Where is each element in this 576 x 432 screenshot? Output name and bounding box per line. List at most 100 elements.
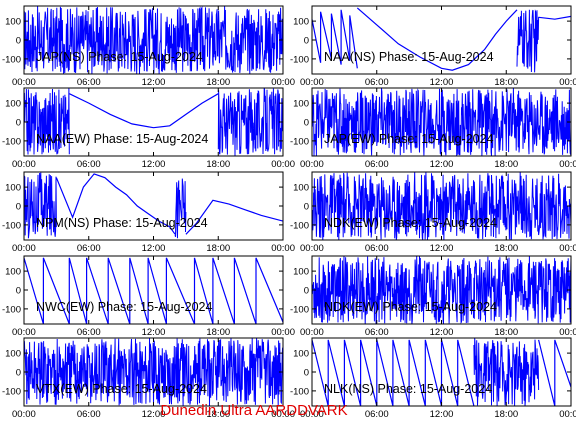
x-tick-label: 00:00 (300, 243, 324, 254)
x-tick-label: 00:00 (12, 159, 36, 170)
footer-text: Dunedin Ultra AARDDVARK (160, 402, 348, 419)
x-tick-label: 18:00 (494, 77, 518, 88)
chart-title: JAP(EW) Phase: 15-Aug-2024 (324, 132, 494, 146)
series-7-1 (24, 257, 283, 324)
y-tick-label: 100 (293, 17, 309, 28)
chart-panel-7: 100 0 -100 00:00 06:00 12:00 18:00 00:00 NWC(EW)… (2, 255, 295, 338)
y-tick-label: 0 (16, 36, 21, 47)
series-2-1 (312, 9, 358, 69)
series-8-1 (312, 256, 571, 324)
series-5-1 (24, 172, 57, 239)
x-tick-label: 12:00 (430, 77, 454, 88)
series-10-3 (538, 339, 571, 406)
y-tick-label: 100 (5, 183, 21, 194)
x-tick-label: 00:00 (559, 327, 576, 338)
chart-panel-8: 100 0 -100 00:00 06:00 12:00 18:00 00:00 NDK(EW)… (290, 255, 576, 338)
y-tick-label: -100 (290, 136, 309, 147)
x-tick-label: 00:00 (12, 243, 36, 254)
x-tick-label: 12:00 (142, 159, 166, 170)
footer-label: Dunedin Ultra AARDDVARK (0, 402, 576, 424)
x-tick-label: 00:00 (300, 77, 324, 88)
x-tick-label: 18:00 (494, 409, 518, 420)
x-tick-label: 00:00 (271, 77, 295, 88)
x-tick-label: 00:00 (559, 409, 576, 420)
x-tick-label: 12:00 (430, 327, 454, 338)
x-tick-label: 18:00 (206, 243, 230, 254)
x-tick-label: 06:00 (365, 409, 389, 420)
y-tick-label: 100 (293, 267, 309, 278)
chart-panel-5: 100 0 -100 00:00 06:00 12:00 18:00 00:00 NPM(NS)… (2, 171, 295, 254)
y-tick-label: -100 (2, 54, 21, 65)
series-6-1 (312, 172, 571, 240)
chart-panel-3: 100 0 -100 00:00 06:00 12:00 18:00 00:00 NAA(EW)… (2, 87, 295, 170)
y-tick-label: 0 (304, 118, 309, 129)
series-2-2 (356, 7, 518, 71)
y-tick-label: -100 (2, 386, 21, 397)
x-tick-label: 00:00 (271, 243, 295, 254)
chart-title: NDK(EW) Phase: 15-Aug-2024 (324, 300, 497, 314)
x-tick-label: 06:00 (77, 77, 101, 88)
chart-title: NDK(EW) Phase: 15-Aug-2024 (324, 216, 497, 230)
x-tick-label: 00:00 (271, 159, 295, 170)
chart-title: NAA(EW) Phase: 15-Aug-2024 (36, 132, 208, 146)
y-tick-label: 0 (16, 286, 21, 297)
chart-panel-2: 100 0 -100 00:00 06:00 12:00 18:00 00:00 NAA(NS)… (290, 5, 576, 88)
series-2-4 (538, 15, 571, 20)
x-tick-label: 18:00 (494, 327, 518, 338)
series-3-1 (24, 88, 70, 155)
chart-title: NPM(NS) Phase: 15-Aug-2024 (36, 216, 208, 230)
series-5-2 (55, 173, 176, 235)
x-tick-label: 06:00 (365, 77, 389, 88)
chart-title: VTX(EW) Phase: 15-Aug-2024 (36, 382, 207, 396)
chart-title: NLK(NS) Phase: 15-Aug-2024 (324, 382, 492, 396)
y-tick-label: 0 (304, 36, 309, 47)
x-tick-label: 12:00 (430, 409, 454, 420)
x-tick-label: 12:00 (430, 243, 454, 254)
y-tick-label: 100 (293, 183, 309, 194)
x-tick-label: 00:00 (12, 77, 36, 88)
y-tick-label: 100 (293, 99, 309, 110)
y-tick-label: -100 (2, 304, 21, 315)
x-tick-label: 12:00 (142, 409, 166, 420)
x-tick-label: 06:00 (77, 243, 101, 254)
y-tick-label: 0 (16, 118, 21, 129)
series-10-1 (312, 339, 475, 406)
x-tick-label: 06:00 (77, 159, 101, 170)
chart-panel-6: 100 0 -100 00:00 06:00 12:00 18:00 00:00 NDK(EW)… (290, 171, 576, 254)
series-1-1 (24, 6, 283, 74)
y-tick-label: -100 (2, 220, 21, 231)
chart-panel-1: 100 0 -100 00:00 06:00 12:00 18:00 00:00 JAP(NS)… (2, 5, 295, 88)
y-tick-label: 0 (304, 202, 309, 213)
chart-title: NWC(EW) Phase: 15-Aug-2024 (36, 300, 213, 314)
x-tick-label: 00:00 (300, 409, 324, 420)
y-tick-label: 100 (5, 349, 21, 360)
chart-panel-9: 100 0 -100 00:00 06:00 12:00 18:00 00:00 VTX(EW)… (2, 337, 295, 420)
y-tick-label: 0 (304, 368, 309, 379)
x-tick-label: 00:00 (271, 327, 295, 338)
x-tick-label: 18:00 (494, 243, 518, 254)
x-tick-label: 00:00 (271, 409, 295, 420)
x-tick-label: 06:00 (77, 409, 101, 420)
x-tick-label: 12:00 (142, 327, 166, 338)
chart-panel-10: 100 0 -100 00:00 06:00 12:00 18:00 00:00 NLK(NS)… (290, 337, 576, 420)
chart-title: JAP(NS) Phase: 15-Aug-2024 (36, 50, 203, 64)
x-tick-label: 00:00 (559, 159, 576, 170)
chart-panel-4: 100 0 -100 00:00 06:00 12:00 18:00 00:00 JAP(EW)… (290, 87, 576, 170)
x-tick-label: 06:00 (77, 327, 101, 338)
x-tick-label: 06:00 (365, 243, 389, 254)
x-tick-label: 06:00 (365, 159, 389, 170)
series-2-3 (516, 9, 540, 73)
y-tick-label: -100 (290, 304, 309, 315)
x-tick-label: 00:00 (300, 327, 324, 338)
y-tick-label: 100 (5, 99, 21, 110)
x-tick-label: 18:00 (494, 159, 518, 170)
series-3-3 (217, 88, 283, 156)
x-tick-label: 18:00 (206, 327, 230, 338)
series-10-2 (473, 338, 540, 406)
x-tick-label: 18:00 (206, 409, 230, 420)
y-tick-label: 0 (16, 202, 21, 213)
x-tick-label: 12:00 (142, 243, 166, 254)
y-tick-label: 0 (304, 286, 309, 297)
x-tick-label: 00:00 (559, 243, 576, 254)
y-tick-label: -100 (290, 54, 309, 65)
